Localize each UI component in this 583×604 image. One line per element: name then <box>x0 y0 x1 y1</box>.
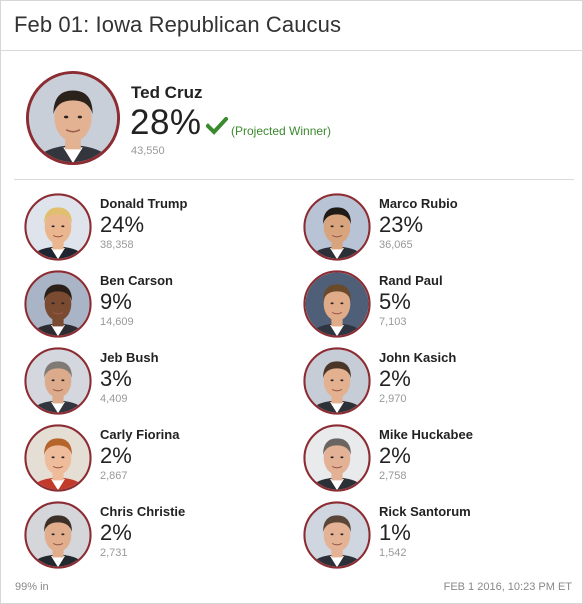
portrait-image <box>24 501 92 569</box>
candidate-votes: 2,867 <box>100 470 128 482</box>
candidate-row: Rand Paul 5% 7,103 <box>302 269 562 343</box>
portrait-image <box>24 424 92 492</box>
candidate-avatar <box>23 500 93 570</box>
candidate-name: Donald Trump <box>100 196 188 211</box>
candidate-avatar <box>302 500 372 570</box>
candidate-name: John Kasich <box>379 350 457 365</box>
portrait-image <box>25 70 121 166</box>
portrait-image <box>303 501 371 569</box>
candidate-votes: 1,542 <box>379 547 407 559</box>
candidate-votes: 7,103 <box>379 316 407 328</box>
timestamp: FEB 1 2016, 10:23 PM ET <box>443 581 572 593</box>
candidate-percent: 2% <box>100 520 132 545</box>
winner-panel: Ted Cruz 28% (Projected Winner) 43,550 <box>1 51 582 179</box>
candidate-row: Jeb Bush 3% 4,409 <box>23 346 283 420</box>
candidate-name: Mike Huckabee <box>379 427 473 442</box>
reporting-status: 99% in <box>15 581 49 593</box>
portrait-image <box>303 424 371 492</box>
candidate-avatar <box>23 269 93 339</box>
candidate-avatar <box>302 269 372 339</box>
candidate-votes: 4,409 <box>100 393 128 405</box>
candidate-votes: 2,731 <box>100 547 128 559</box>
candidate-percent: 9% <box>100 289 132 314</box>
candidate-row: Carly Fiorina 2% 2,867 <box>23 423 283 497</box>
candidate-name: Marco Rubio <box>379 196 458 211</box>
winner-avatar <box>24 69 122 167</box>
candidate-name: Rand Paul <box>379 273 443 288</box>
winner-percent: 28% <box>130 103 202 142</box>
candidate-row: Mike Huckabee 2% 2,758 <box>302 423 562 497</box>
winner-status: (Projected Winner) <box>231 124 332 138</box>
candidate-percent: 1% <box>379 520 411 545</box>
portrait-image <box>303 270 371 338</box>
candidate-votes: 14,609 <box>100 316 134 328</box>
portrait-image <box>303 347 371 415</box>
candidate-percent: 2% <box>379 366 411 391</box>
candidate-row: Ben Carson 9% 14,609 <box>23 269 283 343</box>
candidate-avatar <box>302 423 372 493</box>
candidate-name: Chris Christie <box>100 504 186 519</box>
candidate-votes: 2,970 <box>379 393 407 405</box>
candidate-avatar <box>23 192 93 262</box>
candidate-name: Ben Carson <box>100 273 173 288</box>
candidate-avatar <box>23 346 93 416</box>
portrait-image <box>24 193 92 261</box>
winner-votes: 43,550 <box>131 145 165 157</box>
page-title: Feb 01: Iowa Republican Caucus <box>14 12 342 37</box>
candidate-avatar <box>302 346 372 416</box>
candidate-name: Jeb Bush <box>100 350 159 365</box>
checkmark-icon <box>206 117 228 135</box>
candidate-avatar <box>23 423 93 493</box>
winner-name: Ted Cruz <box>131 83 203 102</box>
candidate-percent: 5% <box>379 289 411 314</box>
candidate-row: Donald Trump 24% 38,358 <box>23 192 283 266</box>
divider <box>14 179 574 180</box>
portrait-image <box>303 193 371 261</box>
candidate-percent: 23% <box>379 212 424 237</box>
candidate-votes: 38,358 <box>100 239 134 251</box>
candidate-avatar <box>302 192 372 262</box>
candidate-votes: 2,758 <box>379 470 407 482</box>
candidate-row: Chris Christie 2% 2,731 <box>23 500 283 574</box>
header: Feb 01: Iowa Republican Caucus <box>1 1 582 51</box>
candidate-percent: 24% <box>100 212 145 237</box>
candidate-row: John Kasich 2% 2,970 <box>302 346 562 420</box>
portrait-image <box>24 347 92 415</box>
portrait-image <box>24 270 92 338</box>
candidate-percent: 2% <box>379 443 411 468</box>
candidate-row: Marco Rubio 23% 36,065 <box>302 192 562 266</box>
candidate-votes: 36,065 <box>379 239 413 251</box>
candidate-name: Carly Fiorina <box>100 427 180 442</box>
candidate-percent: 3% <box>100 366 132 391</box>
candidate-percent: 2% <box>100 443 132 468</box>
candidate-row: Rick Santorum 1% 1,542 <box>302 500 562 574</box>
candidate-name: Rick Santorum <box>379 504 471 519</box>
